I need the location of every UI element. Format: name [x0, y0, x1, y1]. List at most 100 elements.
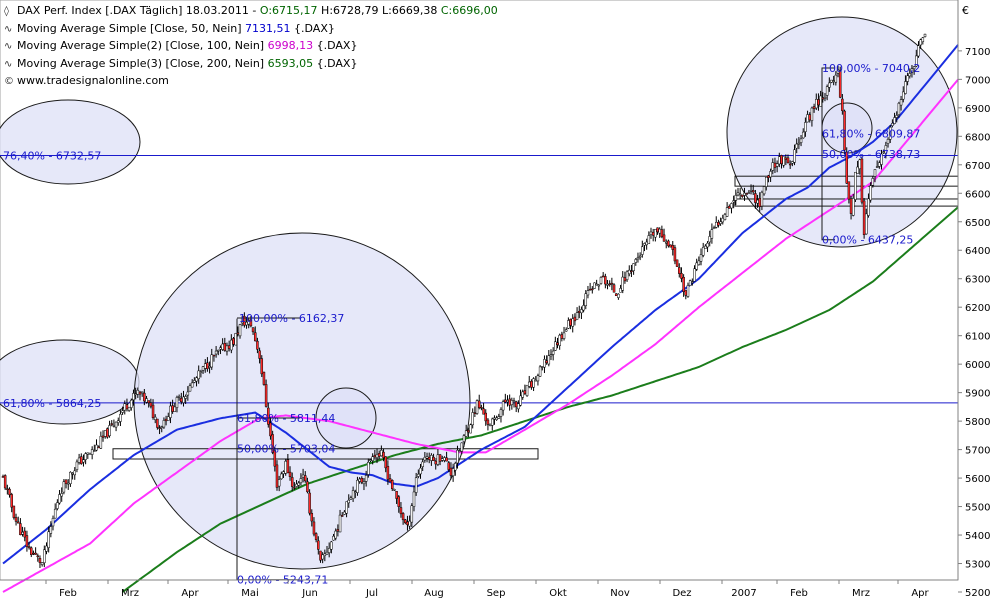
candle-body [608, 283, 611, 285]
candle-body [578, 310, 581, 313]
candle-body [1, 476, 5, 478]
candle [823, 93, 827, 102]
candle-body [277, 479, 281, 487]
x-tick-label: Nov [610, 588, 630, 599]
candle-body [384, 456, 387, 469]
candle-body [401, 513, 405, 521]
candle-body [414, 477, 418, 493]
candle [156, 418, 159, 430]
candle-body [40, 562, 44, 565]
candle-body [575, 312, 579, 320]
candle [269, 417, 272, 440]
fib-label: 61,80% - 5811,44 [237, 412, 335, 425]
candle [851, 193, 855, 217]
candle-body [199, 371, 203, 373]
candle-body [547, 355, 551, 365]
candle [125, 398, 129, 412]
indicator-row-ma50: ∿ Moving Average Simple [Close, 50, Nein]… [4, 21, 498, 39]
candle-body [182, 396, 185, 403]
candle-body [369, 459, 372, 461]
y-tick-label: 5900 [965, 389, 990, 400]
candle [143, 388, 146, 406]
candle [38, 555, 42, 569]
copyright-icon: © [4, 76, 14, 87]
candle [199, 369, 203, 378]
candle-body [475, 400, 479, 414]
candle-body [293, 487, 296, 489]
candle-body [312, 521, 316, 535]
candle [404, 518, 407, 525]
candle [549, 349, 553, 361]
candle [745, 192, 748, 195]
fib-bracket [821, 67, 835, 241]
candle [647, 231, 651, 244]
candle-body [828, 82, 831, 88]
candle-body [195, 377, 198, 382]
candle [286, 453, 290, 474]
candle [314, 532, 318, 543]
candle-body [688, 280, 692, 286]
candle [119, 410, 122, 427]
candle-body [569, 318, 572, 326]
candle [636, 252, 640, 263]
candle [432, 453, 435, 461]
candle-body [728, 206, 731, 209]
candle [188, 383, 192, 392]
candle [334, 528, 337, 541]
candle [460, 442, 464, 455]
candle-body [597, 284, 601, 287]
candle-body [758, 198, 761, 208]
candle [14, 513, 18, 526]
candle-body [34, 552, 37, 555]
candle [53, 503, 57, 519]
candle [206, 357, 209, 372]
candle-body [791, 161, 794, 164]
candle-body [395, 491, 398, 499]
candle-body [891, 123, 894, 126]
candle-body [45, 545, 48, 552]
candle-body [262, 371, 266, 385]
candle [40, 562, 44, 567]
candle [856, 160, 859, 174]
candle [114, 421, 118, 432]
candle [625, 270, 629, 282]
candle [175, 395, 179, 413]
watermark-row: © www.tradesignalonline.com [4, 73, 498, 91]
candle [597, 283, 601, 291]
candle [186, 386, 190, 401]
candle [482, 402, 485, 415]
candle [923, 33, 927, 38]
candle-body [184, 396, 187, 399]
candle [297, 480, 300, 489]
candle-body [382, 451, 385, 458]
candle-body [12, 505, 16, 518]
candle [417, 469, 420, 479]
candle-body [632, 263, 635, 271]
candle [367, 458, 370, 478]
candle-body [197, 370, 200, 379]
candle-body [604, 276, 607, 285]
candle-body [786, 157, 790, 164]
candle-body [880, 153, 883, 165]
candle [64, 479, 68, 489]
candle-body [773, 162, 777, 168]
candle [445, 451, 448, 462]
candle-body [88, 453, 92, 455]
candle [456, 445, 459, 469]
candle-body [849, 198, 853, 214]
candle-body [591, 288, 594, 291]
candle [132, 389, 135, 406]
candle [330, 540, 333, 554]
candle-body [447, 462, 451, 470]
candle [45, 542, 48, 555]
candle [575, 307, 579, 320]
candle [593, 282, 596, 289]
candle [884, 141, 888, 159]
fib-label: 0,00% - 6437,25 [822, 234, 913, 247]
candle-body [771, 162, 775, 171]
candle-body [512, 400, 516, 403]
candle [360, 476, 364, 485]
candle-body [830, 79, 833, 83]
candle-body [501, 401, 505, 411]
